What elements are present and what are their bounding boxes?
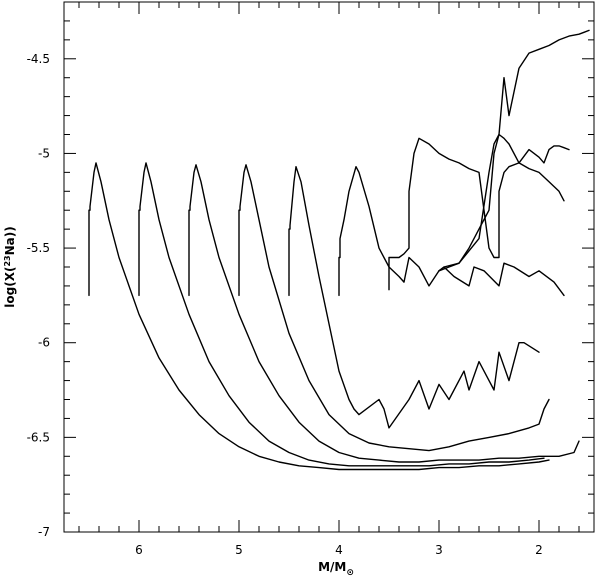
series-line-8 (438, 133, 570, 272)
series-group (88, 29, 590, 471)
x-tick-label: 3 (435, 543, 443, 557)
series-line-6 (338, 166, 565, 297)
x-tick-label: 5 (235, 543, 243, 557)
series-line-5 (288, 166, 540, 429)
x-axis-label: M/M⊙ (318, 560, 354, 578)
plot-frame (63, 1, 595, 533)
series-line-3 (188, 164, 580, 463)
series-line-2 (138, 162, 545, 467)
x-tick-label: 4 (335, 543, 343, 557)
y-tick-label: -4.5 (27, 52, 50, 66)
y-axis-label: log(X(23Na)) (3, 226, 17, 307)
y-tick-label: -6.5 (27, 430, 50, 444)
x-tick-label: 2 (535, 543, 543, 557)
series-line-9 (438, 29, 590, 272)
x-tick-label: 6 (135, 543, 143, 557)
y-tick-label: -5 (38, 146, 50, 160)
y-tick-label: -7 (38, 525, 50, 539)
y-tick-label: -6 (38, 336, 50, 350)
y-axis-ticks: -7 -6.5 -6 -5.5 -5 -4.5 (27, 1, 594, 539)
series-line-7 (388, 137, 565, 291)
series-line-4 (238, 164, 550, 452)
y-tick-label: -5.5 (27, 241, 50, 255)
x-axis-ticks: 6 5 4 3 2 (78, 2, 580, 557)
series-line-1 (88, 162, 550, 471)
